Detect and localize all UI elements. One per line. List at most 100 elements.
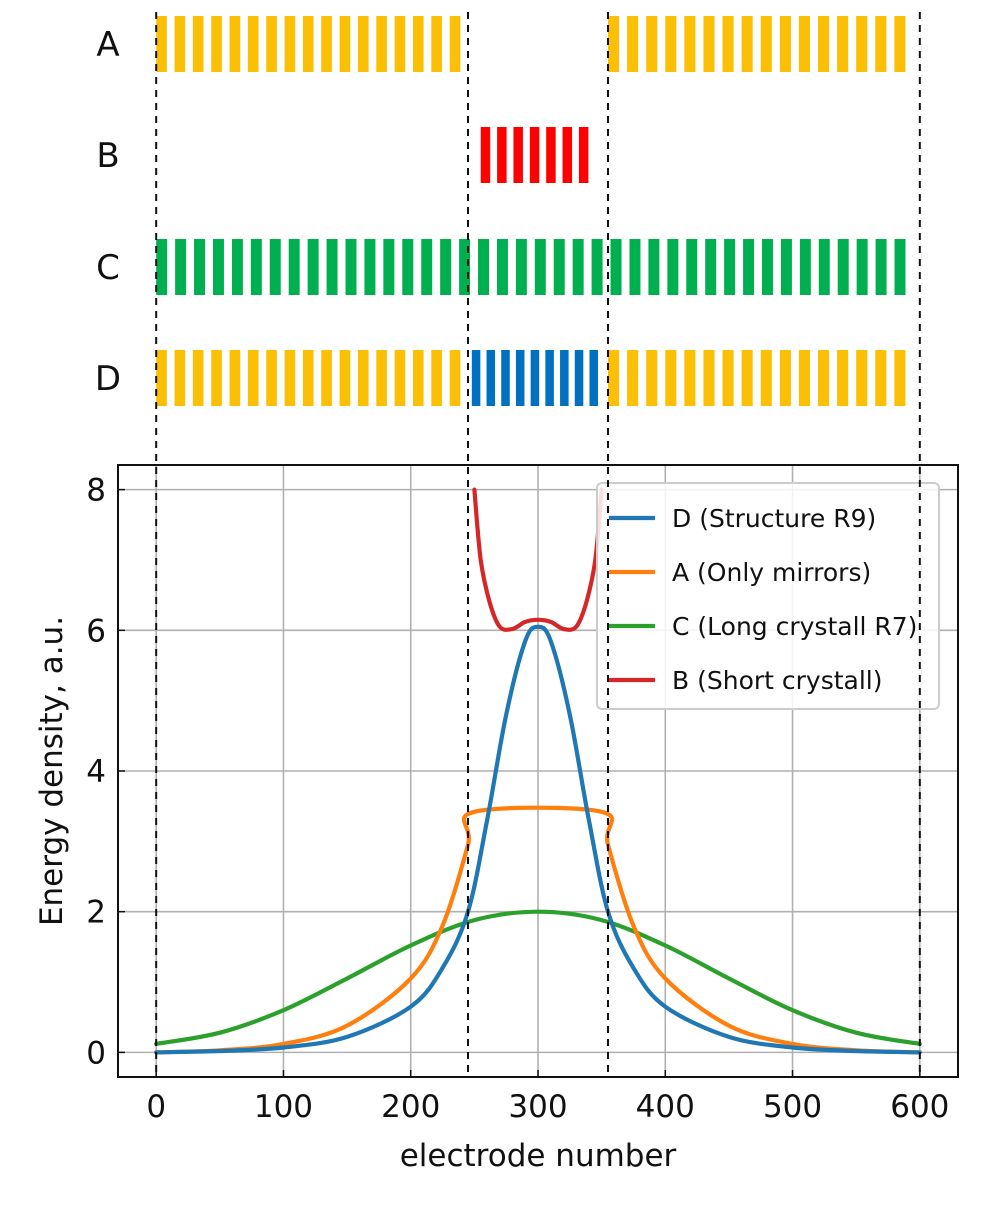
electrode-stripe (875, 16, 887, 72)
electrode-stripe (529, 127, 540, 183)
electrode-stripe (326, 239, 338, 295)
electrode-stripe (779, 350, 791, 406)
legend-entry: B (Short crystall) (672, 666, 883, 695)
electrode-stripe (562, 127, 573, 183)
electrode-stripe (741, 16, 753, 72)
electrode-stripe (515, 350, 525, 406)
electrode-stripe (156, 350, 167, 406)
electrode-stripe (762, 239, 773, 295)
electrode-stripe (247, 16, 259, 72)
electrode-stripe (412, 16, 424, 72)
electrode-stripe (705, 239, 717, 295)
electrode-stripe (266, 350, 277, 406)
electrode-stripe (799, 239, 811, 295)
electrode-stripe (856, 16, 868, 72)
electrode-stripe (156, 16, 167, 72)
electrode-stripe (722, 350, 734, 406)
electrode-stripe (684, 350, 696, 406)
y-tick-label: 8 (86, 473, 106, 509)
electrode-stripe (250, 239, 262, 295)
electrode-stripe (798, 16, 810, 72)
electrode-stripe (703, 350, 715, 406)
electrode-stripe (856, 350, 868, 406)
electrode-stripe (894, 350, 906, 406)
x-tick-label: 200 (381, 1089, 440, 1125)
electrode-stripe (174, 350, 186, 406)
electrode-stripe (545, 350, 554, 406)
axis-ticks: 0 100 200 300 400 500 600 0 2 4 6 8 (86, 473, 949, 1125)
y-tick-label: 6 (86, 613, 106, 649)
electrode-stripe (629, 239, 641, 295)
electrode-stripe (589, 350, 599, 406)
electrode-stripe (530, 350, 540, 406)
electrode-stripe (192, 350, 204, 406)
electrode-stripe (837, 16, 849, 72)
legend-box (596, 482, 940, 710)
electrode-stripe (627, 350, 639, 406)
electrode-stripe (875, 239, 887, 295)
electrode-stripe (284, 16, 296, 72)
electrode-stripe (496, 239, 508, 295)
x-tick-label: 600 (890, 1089, 949, 1125)
electrode-stripe (798, 350, 810, 406)
energy-density-chart: 0 100 200 300 400 500 600 0 2 4 6 8 electrode numbe… (34, 464, 959, 1174)
electrode-stripe (231, 239, 243, 295)
electrode-stripe (560, 350, 569, 406)
electrode-stripe (321, 350, 332, 406)
y-tick-label: 4 (86, 754, 106, 790)
electrode-stripe (665, 16, 677, 72)
electrode-stripe (646, 350, 658, 406)
electrode-stripe (703, 16, 715, 72)
electrode-stripe (431, 16, 442, 72)
electrode-stripe (780, 239, 792, 295)
x-tick-label: 0 (146, 1089, 166, 1125)
electrode-stripe (284, 350, 296, 406)
y-tick-label: 2 (86, 895, 106, 931)
electrode-stripe (288, 239, 300, 295)
x-tick-label: 300 (508, 1089, 567, 1125)
electrode-stripe (667, 239, 679, 295)
electrode-stripe (192, 16, 204, 72)
x-tick-label: 500 (763, 1089, 822, 1125)
electrode-stripe (459, 239, 471, 295)
electrode-stripe (402, 239, 414, 295)
electrode-stripe (574, 350, 584, 406)
electrode-stripe (875, 350, 887, 406)
electrode-stripe (818, 16, 830, 72)
x-axis-label: electrode number (400, 1138, 677, 1174)
row-label: B (96, 136, 119, 176)
electrode-stripe (174, 16, 186, 72)
electrode-stripe (553, 239, 565, 295)
electrode-stripe (229, 16, 241, 72)
electrode-stripe (686, 239, 698, 295)
legend-entry: C (Long crystall R7) (672, 612, 917, 641)
legend: D (Structure R9) A (Only mirrors) C (Long … (596, 482, 940, 710)
electrode-stripe (449, 350, 461, 406)
electrode-stripe (486, 350, 496, 406)
series-line-c (154, 909, 922, 1046)
x-tick-label: 400 (636, 1089, 695, 1125)
electrode-stripe (440, 239, 452, 295)
electrode-stripe (572, 239, 584, 295)
electrode-stripe (364, 239, 376, 295)
x-tick-label: 100 (254, 1089, 313, 1125)
electrode-stripe (610, 239, 622, 295)
electrode-stripe (722, 16, 734, 72)
electrode-stripe (412, 350, 424, 406)
electrode-stripe (646, 16, 658, 72)
electrode-stripe (760, 350, 772, 406)
electrode-stripe (856, 239, 868, 295)
electrode-stripe (478, 239, 490, 295)
electrode-stripe (665, 350, 677, 406)
series-lines (154, 487, 922, 1055)
electrode-stripe (383, 239, 395, 295)
electrode-stripe (779, 16, 791, 72)
electrode-stripe (321, 16, 332, 72)
electrode-stripe (376, 16, 387, 72)
electrode-stripe (837, 239, 849, 295)
electrode-stripe (175, 239, 187, 295)
electrode-stripe (837, 350, 849, 406)
electrode-stripe (741, 350, 753, 406)
electrode-stripe (818, 239, 830, 295)
electrode-stripe (471, 350, 481, 406)
